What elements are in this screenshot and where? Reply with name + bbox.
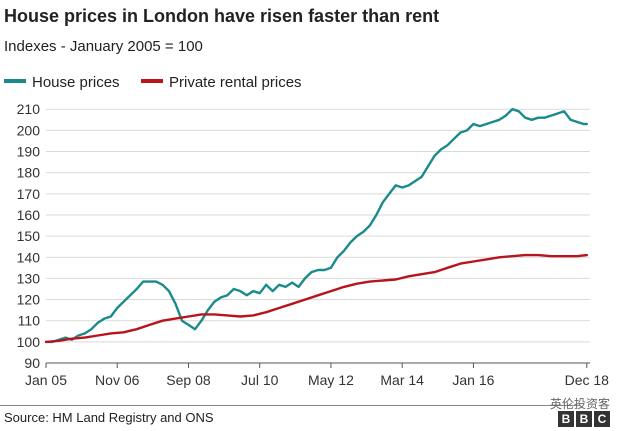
y-tick-label: 210 [17,101,41,117]
legend-label-private-rental-prices: Private rental prices [169,74,302,91]
x-tick-label: Jan 16 [452,372,494,388]
source-note: Source: HM Land Registry and ONS [4,410,214,425]
x-tick-label: Nov 06 [95,372,140,388]
y-tick-label: 180 [17,165,41,181]
y-axis: 90 100 110 120 130 140 150 160 170 180 190 200 210 [17,101,41,371]
y-tick-label: 110 [18,313,41,329]
y-tick-label: 140 [17,249,41,265]
y-tick-label: 200 [17,122,41,138]
y-tick-label: 170 [17,186,41,202]
y-tick-label: 150 [17,228,41,244]
grid-lines [46,108,590,364]
x-tick-label: Sep 08 [166,372,211,388]
y-tick-label: 190 [17,144,41,160]
x-tick-label: May 12 [308,372,354,388]
bbc-logo-letter: B [558,411,574,427]
series-line-private-rental-prices [44,253,588,344]
y-tick-label: 100 [17,334,41,350]
chart-subtitle: Indexes - January 2005 = 100 [4,38,203,55]
legend-item-private-rental-prices: Private rental prices [141,74,302,91]
x-tick-label: Jul 10 [241,372,279,388]
y-tick-label: 130 [17,270,41,286]
x-tick-label: Jan 05 [25,372,67,388]
bbc-logo: B B C [558,411,610,427]
y-tick-label: 120 [17,292,41,308]
bbc-logo-letter: B [576,411,592,427]
x-axis: Jan 05 Nov 06 Sep 08 Jul 10 May 12 Mar 14 Jan … [25,362,610,388]
legend-swatch-house-prices [4,79,26,84]
series-lines [44,107,588,344]
x-tick-label: Mar 14 [380,372,424,388]
y-tick-label: 90 [24,355,40,371]
chart-title: House prices in London have risen faster… [4,6,440,26]
bbc-logo-letter: C [594,411,610,427]
source-divider [0,405,580,406]
y-tick-label: 160 [17,207,41,223]
legend-item-house-prices: House prices [4,74,120,91]
legend-swatch-private-rental-prices [141,79,163,84]
watermark-text: 英伦投资客 [549,397,610,411]
x-tick-label: Dec 18 [565,372,610,388]
legend-label-house-prices: House prices [32,74,120,91]
line-chart: 90 100 110 120 130 140 150 160 170 180 190 200 210 J… [17,101,610,388]
series-line-house-prices [44,107,588,344]
